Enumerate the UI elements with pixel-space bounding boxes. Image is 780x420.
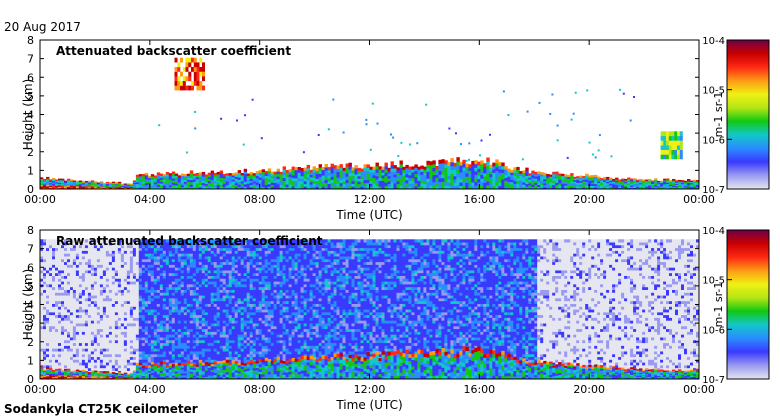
instrument-label: Sodankyla CT25K ceilometer <box>4 402 198 416</box>
date-label: 20 Aug 2017 <box>4 20 81 34</box>
y-tick-label: 6 <box>27 71 34 84</box>
y-tick-label: 2 <box>27 336 34 349</box>
colorbar-tick-label: 10-6 <box>702 325 725 336</box>
y-tick-label: 8 <box>27 34 34 47</box>
x-tick-label: 20:00 <box>573 383 605 396</box>
x-tick-label: 16:00 <box>463 193 495 206</box>
y-tick-label: 2 <box>27 146 34 159</box>
y-tick-label: 3 <box>27 317 34 330</box>
y-axis-label: Height (km) <box>21 79 35 150</box>
x-axis-label: Time (UTC) <box>335 208 402 222</box>
x-tick-label: 00:00 <box>24 193 56 206</box>
x-tick-label: 08:00 <box>244 383 276 396</box>
chart-panel-1: Attenuated backscatter coefficient 0 1 2 3 4 5… <box>21 34 770 222</box>
colorbar-tick-label: 10-4 <box>702 226 725 237</box>
x-tick-label: 04:00 <box>134 193 166 206</box>
colorbar-gradient <box>726 229 770 380</box>
x-tick-label: 00:00 <box>683 193 715 206</box>
x-tick-label: 20:00 <box>573 193 605 206</box>
x-tick-label: 08:00 <box>244 193 276 206</box>
colorbar-tick-label: 10-4 <box>702 36 725 47</box>
y-tick-label: 7 <box>27 53 34 66</box>
plot-area <box>40 40 699 189</box>
colorbar-tick-label: 10-5 <box>702 276 725 287</box>
chart-panel-2: Raw attenuated backscatter coefficient 0 1… <box>21 224 770 412</box>
y-tick-label: 8 <box>27 224 34 237</box>
y-tick-label: 3 <box>27 127 34 140</box>
panel-title: Raw attenuated backscatter coefficient <box>56 234 323 248</box>
x-tick-label: 12:00 <box>354 383 386 396</box>
x-tick-label: 12:00 <box>354 193 386 206</box>
x-axis-label: Time (UTC) <box>335 398 402 412</box>
colorbar-unit-label: m-1 sr-1 <box>712 92 725 138</box>
panel-title: Attenuated backscatter coefficient <box>56 44 291 58</box>
y-tick-label: 4 <box>27 299 34 312</box>
colorbar-unit-label: m-1 sr-1 <box>712 282 725 328</box>
colorbar-tick-label: 10-6 <box>702 135 725 146</box>
y-tick-label: 0 <box>27 373 34 386</box>
y-tick-label: 6 <box>27 261 34 274</box>
colorbar-gradient <box>726 39 770 190</box>
colorbar-tick-label: 10-7 <box>702 185 725 196</box>
y-tick-label: 5 <box>27 280 34 293</box>
heatmap-cells <box>40 239 700 380</box>
y-tick-label: 5 <box>27 90 34 103</box>
y-axis-label: Height (km) <box>21 269 35 340</box>
y-tick-label: 1 <box>27 164 34 177</box>
y-tick-label: 1 <box>27 354 34 367</box>
colorbar: 10-7 10-6 10-5 10-4 m-1 sr-1 <box>702 36 770 196</box>
colorbar: 10-7 10-6 10-5 10-4 m-1 sr-1 <box>702 226 770 386</box>
y-tick-label: 4 <box>27 109 34 122</box>
x-tick-label: 00:00 <box>24 383 56 396</box>
colorbar-tick-label: 10-5 <box>702 86 725 97</box>
x-tick-label: 00:00 <box>683 383 715 396</box>
x-tick-label: 16:00 <box>463 383 495 396</box>
heatmap-cells <box>40 57 700 190</box>
colorbar-tick-label: 10-7 <box>702 375 725 386</box>
y-tick-label: 0 <box>27 183 34 196</box>
y-tick-label: 7 <box>27 243 34 256</box>
x-tick-label: 04:00 <box>134 383 166 396</box>
